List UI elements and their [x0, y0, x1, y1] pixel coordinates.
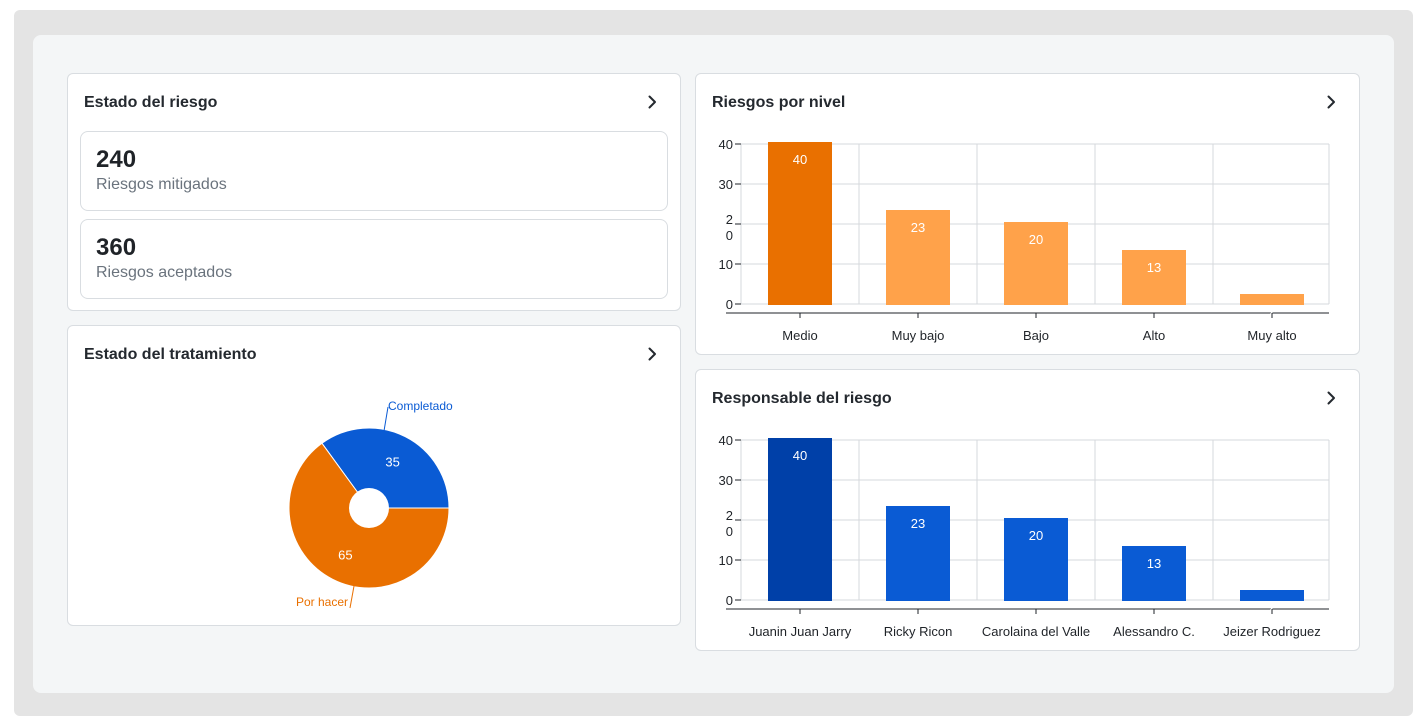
pie-value-label: 35 — [385, 455, 399, 470]
stat-label: Riesgos aceptados — [96, 264, 233, 281]
bar-value-label: 23 — [911, 220, 925, 235]
bar — [1122, 546, 1186, 601]
responsable-riesgo-title: Responsable del riesgo — [712, 390, 892, 407]
chevron-right-icon[interactable] — [644, 94, 660, 110]
estado-tratamiento-title: Estado del tratamiento — [84, 346, 257, 363]
bar-value-label: 23 — [911, 516, 925, 531]
y-tick-label: 2 — [726, 508, 733, 523]
x-tick-label: Juanin Juan Jarry — [749, 624, 852, 639]
bar — [1004, 518, 1068, 601]
bar-value-label: 20 — [1029, 232, 1043, 247]
bar-value-label: 20 — [1029, 528, 1043, 543]
y-tick-label: 0 — [726, 593, 733, 608]
stat-value: 240 — [96, 146, 137, 173]
y-tick-label: 30 — [719, 177, 733, 192]
bar-value-label: 2 — [1268, 304, 1275, 319]
estado-tratamiento-card: Estado del tratamiento 35 Completado 65 Por… — [67, 325, 681, 626]
chevron-right-icon[interactable] — [644, 346, 660, 362]
stat-mitigados: 240 Riesgos mitigados — [80, 131, 668, 211]
responsable-riesgo-card: Responsable del riesgo 40 30 2 0 10 0 40 Juanin… — [695, 369, 1360, 651]
bar — [886, 210, 950, 305]
x-tick-label: Muy alto — [1247, 328, 1296, 343]
bar — [768, 142, 832, 305]
x-tick-label: Medio — [782, 328, 817, 343]
pie-center-hole — [349, 488, 389, 528]
y-tick-label: 0 — [726, 228, 733, 243]
pie-leader-line — [349, 585, 355, 609]
bar-value-label: 13 — [1147, 260, 1161, 275]
x-tick-label: Bajo — [1023, 328, 1049, 343]
y-tick-label: 40 — [719, 433, 733, 448]
bar — [1240, 590, 1304, 601]
y-tick-label: 10 — [719, 257, 733, 272]
pie-value-label: 65 — [338, 547, 352, 562]
bar — [768, 438, 832, 601]
x-tick-label: Alessandro C. — [1113, 624, 1195, 639]
bar — [886, 506, 950, 601]
x-tick-label: Carolaina del Valle — [982, 624, 1090, 639]
chevron-right-icon[interactable] — [1323, 390, 1339, 406]
bar-value-label: 40 — [793, 448, 807, 463]
bar — [1240, 294, 1304, 305]
y-tick-label: 40 — [719, 137, 733, 152]
treatment-pie-chart: 35 Completado 65 Por hacer — [288, 399, 453, 609]
y-tick-label: 10 — [719, 553, 733, 568]
y-tick-label: 0 — [726, 297, 733, 312]
stat-aceptados: 360 Riesgos aceptados — [80, 219, 668, 299]
pie-category-label: Completado — [388, 399, 453, 413]
riesgos-nivel-title: Riesgos por nivel — [712, 94, 846, 111]
pie-leader-line — [383, 406, 389, 432]
estado-riesgo-title: Estado del riesgo — [84, 94, 218, 111]
x-tick-label: Muy bajo — [892, 328, 945, 343]
bar-value-label: 40 — [793, 152, 807, 167]
riesgos-nivel-card: Riesgos por nivel 40 30 2 0 10 0 40 Medio 23 Muy … — [695, 73, 1360, 355]
bar — [1122, 250, 1186, 305]
y-tick-label: 30 — [719, 473, 733, 488]
pie-slice — [321, 427, 450, 509]
stat-label: Riesgos mitigados — [96, 176, 227, 193]
stat-value: 360 — [96, 234, 137, 261]
x-tick-label: Jeizer Rodriguez — [1223, 624, 1321, 639]
bar-value-label: 13 — [1147, 556, 1161, 571]
bar-value-label: 2 — [1268, 600, 1275, 615]
y-tick-label: 2 — [726, 212, 733, 227]
bar — [1004, 222, 1068, 305]
pie-category-label: Por hacer — [296, 595, 348, 609]
x-tick-label: Ricky Ricon — [884, 624, 953, 639]
x-tick-label: Alto — [1143, 328, 1165, 343]
chevron-right-icon[interactable] — [1323, 94, 1339, 110]
estado-riesgo-card: Estado del riesgo 240 Riesgos mitigados … — [67, 73, 681, 311]
y-tick-label: 0 — [726, 524, 733, 539]
